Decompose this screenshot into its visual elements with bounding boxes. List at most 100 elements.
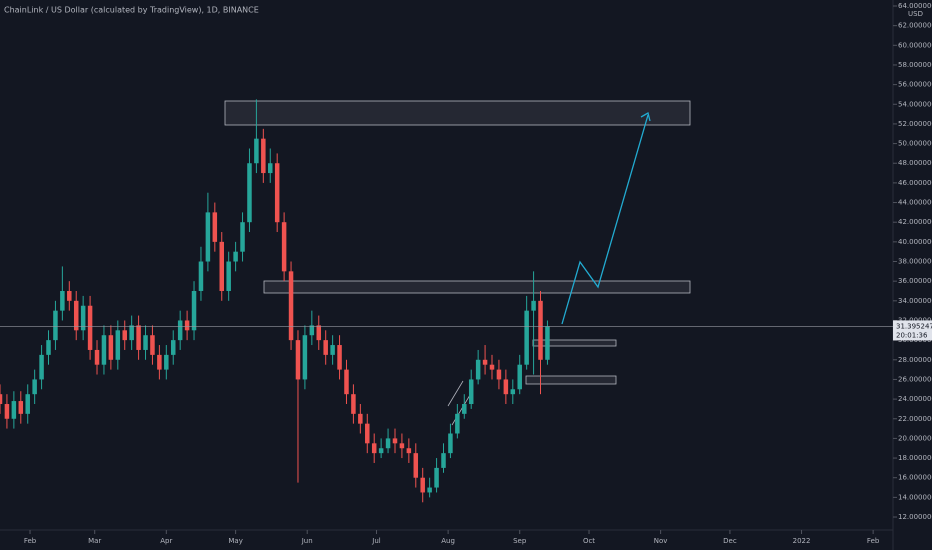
candle-body [351,394,356,414]
candle-body [510,389,516,395]
y-tick-label: 60.0000000 [898,41,932,49]
candle-body [538,300,543,360]
candle-body [67,290,72,301]
candle-body [545,326,550,360]
x-tick-label: Aug [441,537,455,545]
candle-body [143,335,148,350]
candle-body [11,401,17,419]
drawing [224,100,691,126]
candle-body [448,433,453,454]
candle-body [337,345,342,370]
drawing [447,380,464,407]
candle-body [226,261,231,291]
candle-body [101,335,107,365]
chart-title: ChainLink / US Dollar (calculated by Tra… [4,6,259,15]
candle-body [32,379,37,395]
candle-body [39,354,44,380]
candle-body [455,413,460,434]
x-tick-label: 2022 [793,537,811,545]
x-tick-label: Oct [583,537,595,545]
y-tick-label: 42.0000000 [898,218,932,226]
y-tick-label: 18.0000000 [898,454,932,462]
currency-label: USD [908,10,923,18]
candle-body [420,477,425,493]
candle-body [129,325,134,341]
candle-body [87,305,93,350]
candle-body [281,222,287,272]
candle-body [503,379,509,395]
candle-body [365,423,370,444]
y-tick-label: 38.0000000 [898,258,932,266]
x-tick-label: Jun [301,537,313,545]
candle-body [136,325,141,350]
candle-body [309,325,315,336]
y-tick-label: 12.0000000 [898,513,932,521]
x-tick-label: Feb [867,537,880,545]
candle-body [80,305,86,331]
candle-body [441,453,446,468]
candle-body [268,163,273,174]
candle-body [288,271,294,341]
candle-body [482,359,488,365]
candle-body [198,261,204,291]
drawing [451,394,471,426]
candle-body [517,364,522,390]
candle-body [413,453,419,478]
candle-body [150,335,155,355]
y-tick-label: 48.0000000 [898,159,932,167]
candle-body [261,138,266,174]
y-tick-label: 46.0000000 [898,179,932,187]
candle-body [371,443,377,454]
y-tick-label: 62.0000000 [898,22,932,30]
candle-body [254,138,259,164]
candle-body [385,438,391,449]
x-tick-label: Feb [24,537,37,545]
candle-body [247,163,252,223]
candle-body [399,443,405,449]
x-tick-label: Nov [654,537,668,545]
y-tick-label: 16.0000000 [898,474,932,482]
y-tick-label: 64.0000000 [898,2,932,10]
candle-body [164,354,169,370]
x-tick-label: May [228,537,242,545]
candle-body [4,404,10,419]
candle-body [489,364,495,370]
y-tick-label: 36.0000000 [898,277,932,285]
candle-body [46,340,51,355]
candle-body [475,359,481,380]
candle-body [191,290,197,331]
y-tick-label: 14.0000000 [898,493,932,501]
candle-body [108,335,114,360]
candle-body [94,349,100,365]
y-tick-label: 56.0000000 [898,81,932,89]
y-tick-label: 40.0000000 [898,238,932,246]
candle-body [392,438,398,444]
candle-body [406,448,412,454]
y-tick-label: 24.0000000 [898,395,932,403]
x-tick-label: Dec [723,537,737,545]
candle-body [274,163,280,223]
countdown-label: 20:01:36 [896,331,928,339]
last-price-box [893,320,932,341]
y-tick-label: 34.0000000 [898,297,932,305]
drawing [525,375,617,385]
forecast-arrow [561,114,649,325]
candle-body [219,241,224,291]
candle-body [157,354,162,370]
candle-body [205,212,211,262]
y-tick-label: 58.0000000 [898,61,932,69]
candle-body [177,320,183,341]
candle-body [302,335,308,380]
last-price-label: 31.3952477 [896,322,932,330]
candle-body [524,310,529,365]
x-tick-label: Mar [88,537,101,545]
y-tick-label: 22.0000000 [898,415,932,423]
candle-body [73,300,79,331]
x-tick-label: Sep [513,537,527,545]
y-tick-label: 20.0000000 [898,434,932,442]
y-tick-label: 28.0000000 [898,356,932,364]
candle-body [531,300,536,311]
candle-body [316,325,322,341]
